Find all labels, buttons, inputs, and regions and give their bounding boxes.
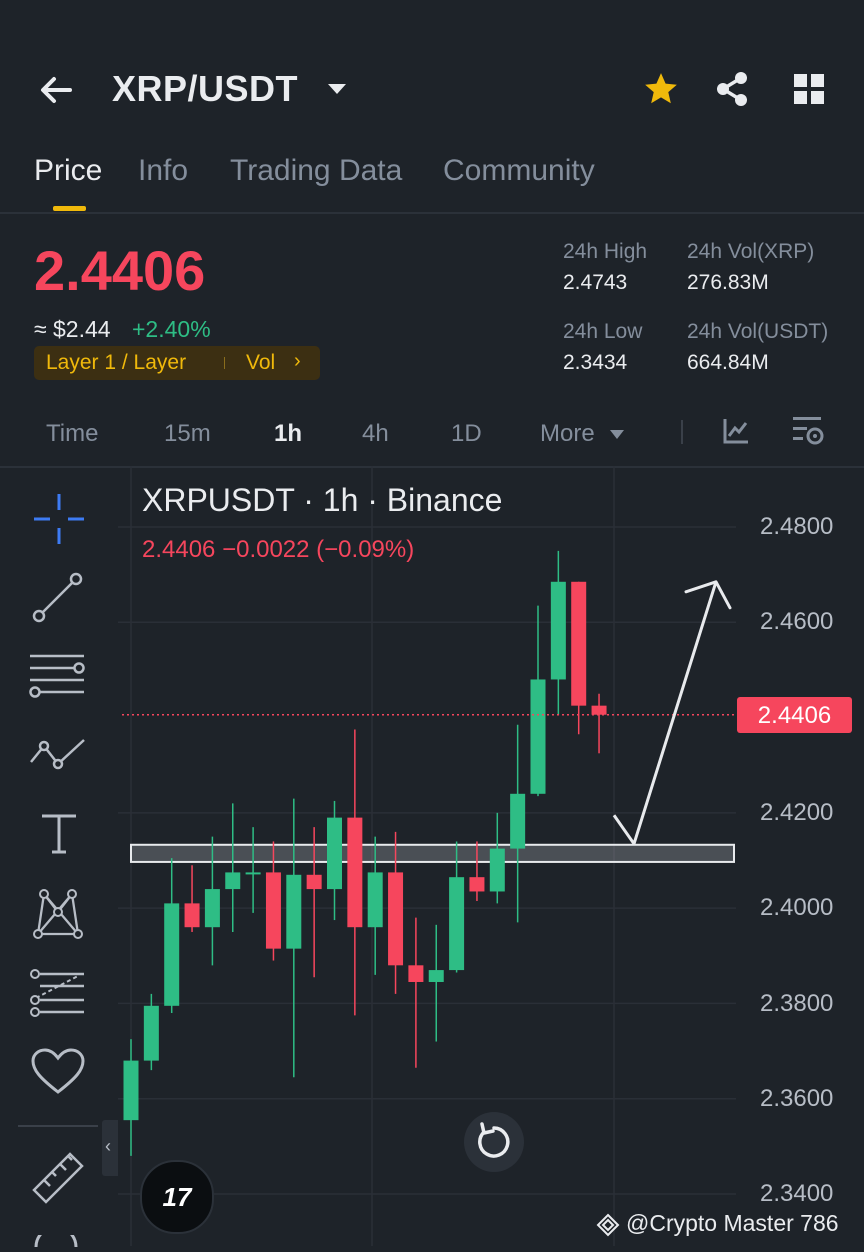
current-price-tag-label: 2.4406 xyxy=(757,702,832,729)
price-chart[interactable] xyxy=(0,466,864,1246)
watermark-text: @Crypto Master 786 xyxy=(626,1210,839,1236)
y-axis-tick: 2.3800 xyxy=(760,990,834,1017)
candle-body xyxy=(143,1005,159,1061)
interval-1h[interactable]: 1h xyxy=(274,420,303,447)
divider xyxy=(18,1125,98,1127)
candle-body xyxy=(286,874,302,949)
back-button[interactable] xyxy=(36,70,76,110)
interval-4h[interactable]: 4h xyxy=(362,420,389,447)
chevron-right-icon: › xyxy=(294,350,301,372)
candle-body xyxy=(123,1060,139,1121)
y-axis-tick: 2.4800 xyxy=(760,513,834,540)
arrow-head xyxy=(684,580,732,610)
divider xyxy=(0,466,864,468)
chart-settings-icon[interactable] xyxy=(790,414,826,453)
pair-title[interactable]: XRP/USDT xyxy=(112,68,299,109)
tab-community[interactable]: Community xyxy=(443,154,595,187)
interval-15m[interactable]: 15m xyxy=(164,420,211,447)
divider xyxy=(681,420,683,444)
indicator-icon[interactable] xyxy=(721,416,751,451)
vol-quote-label: 24h Vol(USDT) xyxy=(687,320,829,343)
candle-body xyxy=(265,872,281,949)
divider xyxy=(0,212,864,214)
tab-trading-data[interactable]: Trading Data xyxy=(230,154,403,187)
candle-body xyxy=(327,817,342,890)
candle-body xyxy=(469,877,485,892)
reset-chart-button[interactable] xyxy=(464,1112,524,1172)
low-value: 2.3434 xyxy=(563,351,628,374)
y-axis-tick: 2.3600 xyxy=(760,1085,834,1112)
vol-base-value: 276.83M xyxy=(687,271,769,294)
high-label: 24h High xyxy=(563,240,648,263)
tag-separator xyxy=(224,357,225,369)
watermark: @Crypto Master 786 xyxy=(596,1210,839,1237)
pair-dropdown-icon[interactable] xyxy=(326,82,348,101)
candle-body xyxy=(204,889,220,928)
arrow-line xyxy=(612,581,718,846)
last-price: 2.4406 xyxy=(34,239,206,302)
text-tool-icon[interactable] xyxy=(38,812,80,861)
y-axis-tick: 2.4200 xyxy=(760,799,834,826)
back-arrow-icon xyxy=(41,77,72,103)
sector-tag[interactable]: Layer 1 / Layer Vol › xyxy=(34,346,320,380)
interval-time[interactable]: Time xyxy=(46,420,99,447)
support-zone xyxy=(130,843,735,863)
interval-more[interactable]: More xyxy=(540,420,595,447)
sector-label: Layer 1 / Layer xyxy=(46,351,187,374)
favorite-star-icon[interactable] xyxy=(642,70,680,113)
tradingview-logo: 17 xyxy=(140,1160,214,1234)
more-dropdown-icon xyxy=(609,427,625,445)
candle-body xyxy=(388,872,404,966)
forecast-tool-icon[interactable] xyxy=(28,968,86,1023)
favorites-heart-icon[interactable] xyxy=(30,1048,86,1101)
refresh-icon xyxy=(478,1122,510,1158)
y-axis-tick: 2.3400 xyxy=(760,1180,834,1207)
candle-body xyxy=(306,874,322,890)
candle-body xyxy=(571,581,587,706)
candle-body xyxy=(164,903,180,1006)
chart-title: XRPUSDT · 1h · Binance xyxy=(142,482,503,518)
candle-body xyxy=(408,965,424,982)
candle-body xyxy=(245,872,261,875)
y-axis-tick: 2.4600 xyxy=(760,608,834,635)
active-tab-indicator xyxy=(53,206,86,211)
crosshair-tool-icon[interactable] xyxy=(32,492,86,551)
y-axis-tick: 2.4000 xyxy=(760,894,834,921)
pattern-tool-icon[interactable] xyxy=(28,734,88,779)
ruler-tool-icon[interactable] xyxy=(30,1150,86,1211)
ohlc-readout: 2.4406 −0.0022 (−0.09%) xyxy=(142,536,415,563)
candle-body xyxy=(184,903,200,928)
vol-base-label: 24h Vol(XRP) xyxy=(687,240,815,263)
low-label: 24h Low xyxy=(563,320,643,343)
usd-approx-price: ≈ $2.44 xyxy=(34,316,111,342)
grid-menu-icon[interactable] xyxy=(792,72,826,111)
vol-quote-value: 664.84M xyxy=(687,351,769,374)
candle-body xyxy=(591,705,607,715)
candle-body xyxy=(449,877,465,971)
candle-body xyxy=(225,872,241,890)
sector-vol-label: Vol xyxy=(246,351,276,374)
candle-body xyxy=(550,581,566,680)
tab-price[interactable]: Price xyxy=(34,154,103,187)
candle-body xyxy=(367,872,383,928)
trend-line-tool-icon[interactable] xyxy=(30,570,84,629)
interval-1d[interactable]: 1D xyxy=(451,420,482,447)
current-price-tag: 2.4406 xyxy=(737,697,852,733)
xabcd-pattern-tool-icon[interactable] xyxy=(30,886,86,945)
share-icon[interactable] xyxy=(714,70,750,113)
change-percent: +2.40% xyxy=(132,316,211,342)
tab-info[interactable]: Info xyxy=(138,154,189,187)
candle-body xyxy=(489,848,505,892)
binance-square-icon xyxy=(596,1213,620,1237)
tradingview-logo-text: 17 xyxy=(162,1182,192,1212)
fib-retracement-tool-icon[interactable] xyxy=(28,652,86,705)
candle-body xyxy=(347,817,363,928)
candle-body xyxy=(510,793,526,849)
candle-body xyxy=(530,679,546,794)
toolbar-collapse-button[interactable]: ‹ xyxy=(102,1120,118,1176)
chevron-left-icon: ‹ xyxy=(105,1136,111,1156)
high-value: 2.4743 xyxy=(563,271,628,294)
candle-body xyxy=(428,970,444,982)
